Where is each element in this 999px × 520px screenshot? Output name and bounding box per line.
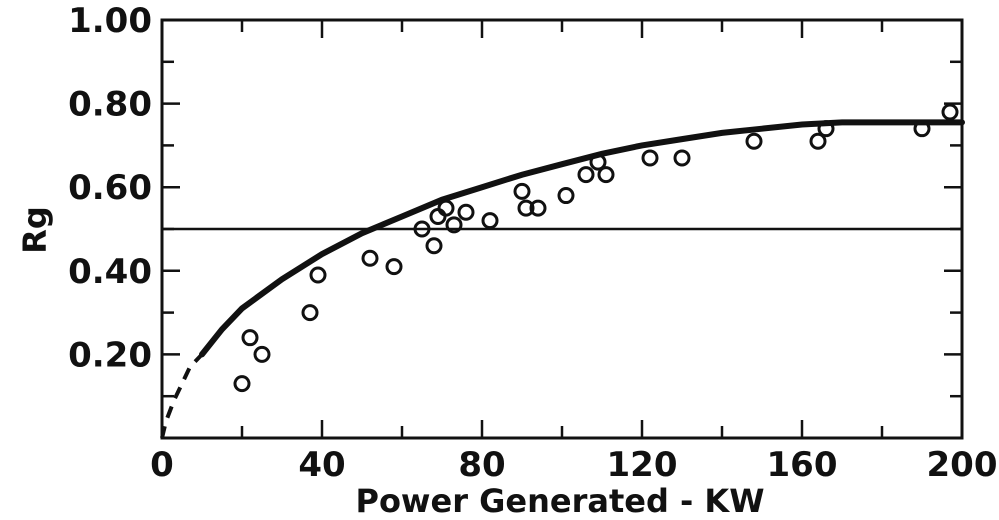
data-point: [253, 345, 271, 363]
data-point: [457, 203, 475, 221]
fit-curve-group: [160, 119, 965, 439]
x-tick-label: 160: [767, 445, 838, 485]
data-point: [557, 187, 575, 205]
x-tick-label: 40: [298, 445, 345, 485]
data-point: [437, 199, 455, 217]
data-point: [745, 132, 763, 150]
data-point: [673, 149, 691, 167]
y-axis-title: Rg: [16, 206, 54, 254]
data-point: [597, 166, 615, 184]
data-point: [589, 153, 607, 171]
y-tick-label: 1.00: [68, 1, 152, 41]
data-point: [413, 220, 431, 238]
data-point: [241, 329, 259, 347]
y-tick-label: 0.40: [68, 252, 152, 292]
data-point: [425, 237, 443, 255]
y-tick-label: 0.20: [68, 335, 152, 375]
data-point: [941, 103, 959, 121]
data-point: [517, 199, 535, 217]
data-point: [577, 166, 595, 184]
data-point: [445, 216, 463, 234]
x-tick-label: 0: [150, 445, 174, 485]
x-tick-label: 80: [458, 445, 505, 485]
data-point: [809, 132, 827, 150]
data-point: [481, 212, 499, 230]
data-point: [913, 120, 931, 138]
data-points: [233, 103, 959, 393]
x-axis-title: Power Generated - KW: [355, 482, 764, 520]
data-point: [513, 182, 531, 200]
data-point: [361, 249, 379, 267]
axis-ticks: [162, 20, 962, 438]
data-point: [429, 207, 447, 225]
y-tick-label: 0.60: [68, 168, 152, 208]
data-point: [301, 304, 319, 322]
fit-curve: [199, 119, 965, 358]
x-tick-label: 120: [607, 445, 678, 485]
tick-labels: 0 40 80 120 160 200 0.20 0.40 0.60 0.80 1.00: [68, 1, 997, 485]
data-point: [641, 149, 659, 167]
y-tick-label: 0.80: [68, 85, 152, 125]
fit-curve-dashed-segment: [160, 353, 204, 439]
data-point: [233, 375, 251, 393]
data-point: [529, 199, 547, 217]
data-point: [385, 258, 403, 276]
data-point: [817, 120, 835, 138]
x-tick-label: 200: [927, 445, 998, 485]
data-point: [309, 266, 327, 284]
